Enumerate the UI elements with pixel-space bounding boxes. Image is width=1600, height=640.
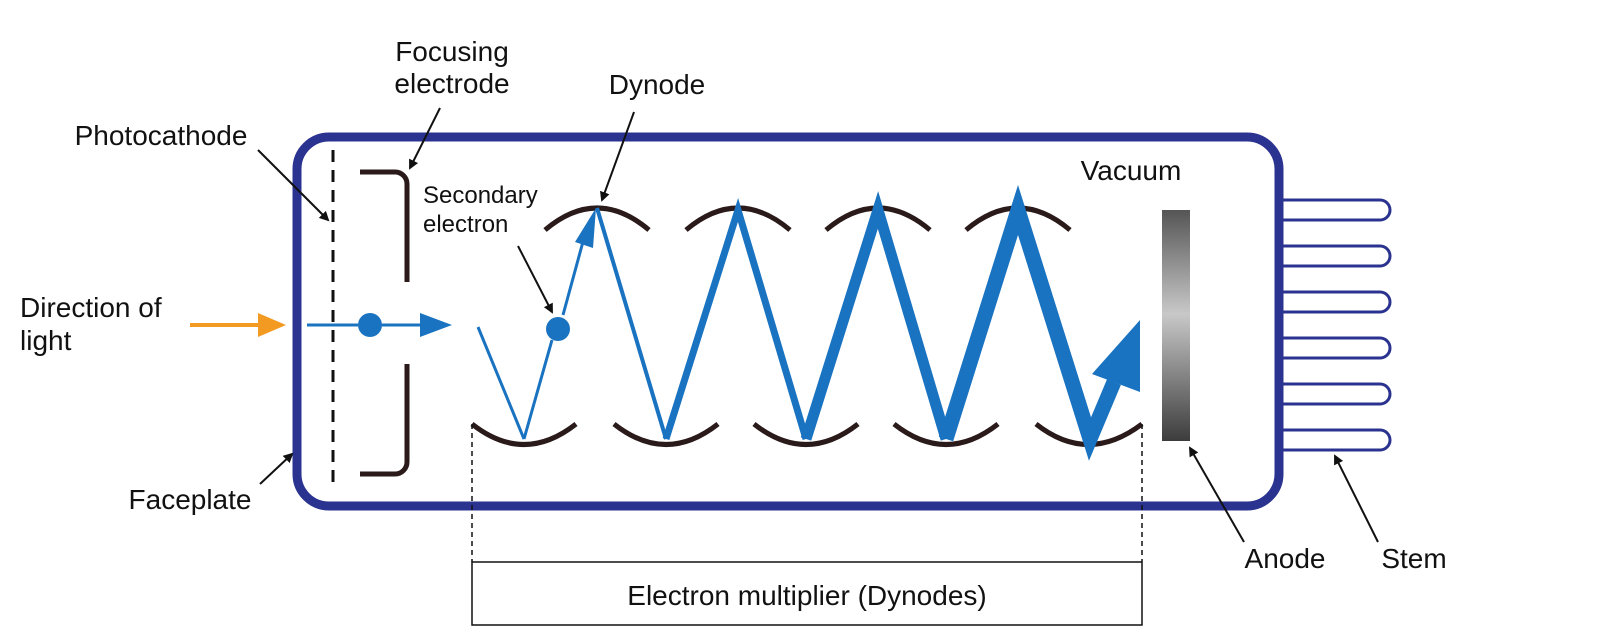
photoelectron-dot-icon — [358, 313, 382, 337]
stem-pin — [1283, 428, 1392, 452]
stem-pin — [1283, 244, 1392, 268]
electron-path-segment — [561, 237, 586, 316]
electron-path-segment — [595, 207, 668, 440]
electron-arrowhead — [420, 313, 452, 337]
electron-path-segment — [800, 191, 952, 441]
stem-label: Stem — [1381, 543, 1446, 574]
secondary-electron-label: electron — [423, 211, 508, 238]
dynode-label: Dynode — [609, 69, 706, 100]
secondary-electron-label: Secondary — [423, 182, 538, 209]
electron-multiplier-box — [471, 561, 1143, 626]
electron-path-segment — [522, 339, 554, 440]
pointers — [257, 107, 1379, 543]
dynode-bottom — [470, 422, 578, 447]
focusing-electrode-label: electrode — [394, 68, 509, 99]
dynode-bottom — [892, 422, 1000, 447]
focusing-electrode-top — [360, 169, 410, 282]
electron-arrowheads — [420, 208, 1140, 392]
stem-pin — [1283, 382, 1392, 406]
electron-multiplier-bracket — [471, 424, 1143, 626]
anode-plate — [1162, 210, 1190, 441]
stem-pins — [1283, 198, 1392, 452]
stem-pin — [1283, 198, 1392, 222]
faceplate-label: Faceplate — [129, 484, 252, 515]
pointer-faceplate — [259, 452, 294, 485]
tube-envelope — [292, 132, 1284, 511]
electron-arrowhead — [575, 208, 596, 248]
pointer-secondary-electron — [517, 245, 553, 314]
dynode-bottom — [752, 422, 860, 447]
electron-path-segment — [662, 198, 810, 441]
secondary-electron-dot-icon — [546, 317, 570, 341]
direction-of-light-label: Direction of — [20, 292, 162, 323]
photocathode-label: Photocathode — [75, 120, 248, 151]
dynodes — [470, 205, 1144, 447]
electron-path-segment — [938, 184, 1121, 461]
stem-pin — [1283, 290, 1392, 314]
electron-path-segment — [476, 326, 526, 440]
focusing-electrode-bottom — [360, 364, 410, 477]
vacuum-label: Vacuum — [1081, 155, 1182, 186]
focusing-electrode-label: Focusing — [395, 36, 509, 67]
pointer-dynode — [600, 111, 635, 202]
pointer-photocathode — [257, 149, 330, 222]
pointer-stem — [1334, 454, 1379, 543]
electron-path — [307, 184, 1121, 461]
pointer-anode — [1189, 446, 1245, 543]
pointer-focusing-electrode — [409, 107, 441, 170]
light-arrow-icon — [190, 313, 286, 337]
dynode-bottom — [612, 422, 720, 447]
electron-multiplier-label: Electron multiplier (Dynodes) — [627, 580, 986, 611]
electron-arrowhead — [1092, 320, 1140, 392]
anode-label: Anode — [1245, 543, 1326, 574]
stem-pin — [1283, 336, 1392, 360]
direction-of-light-label: light — [20, 325, 72, 356]
